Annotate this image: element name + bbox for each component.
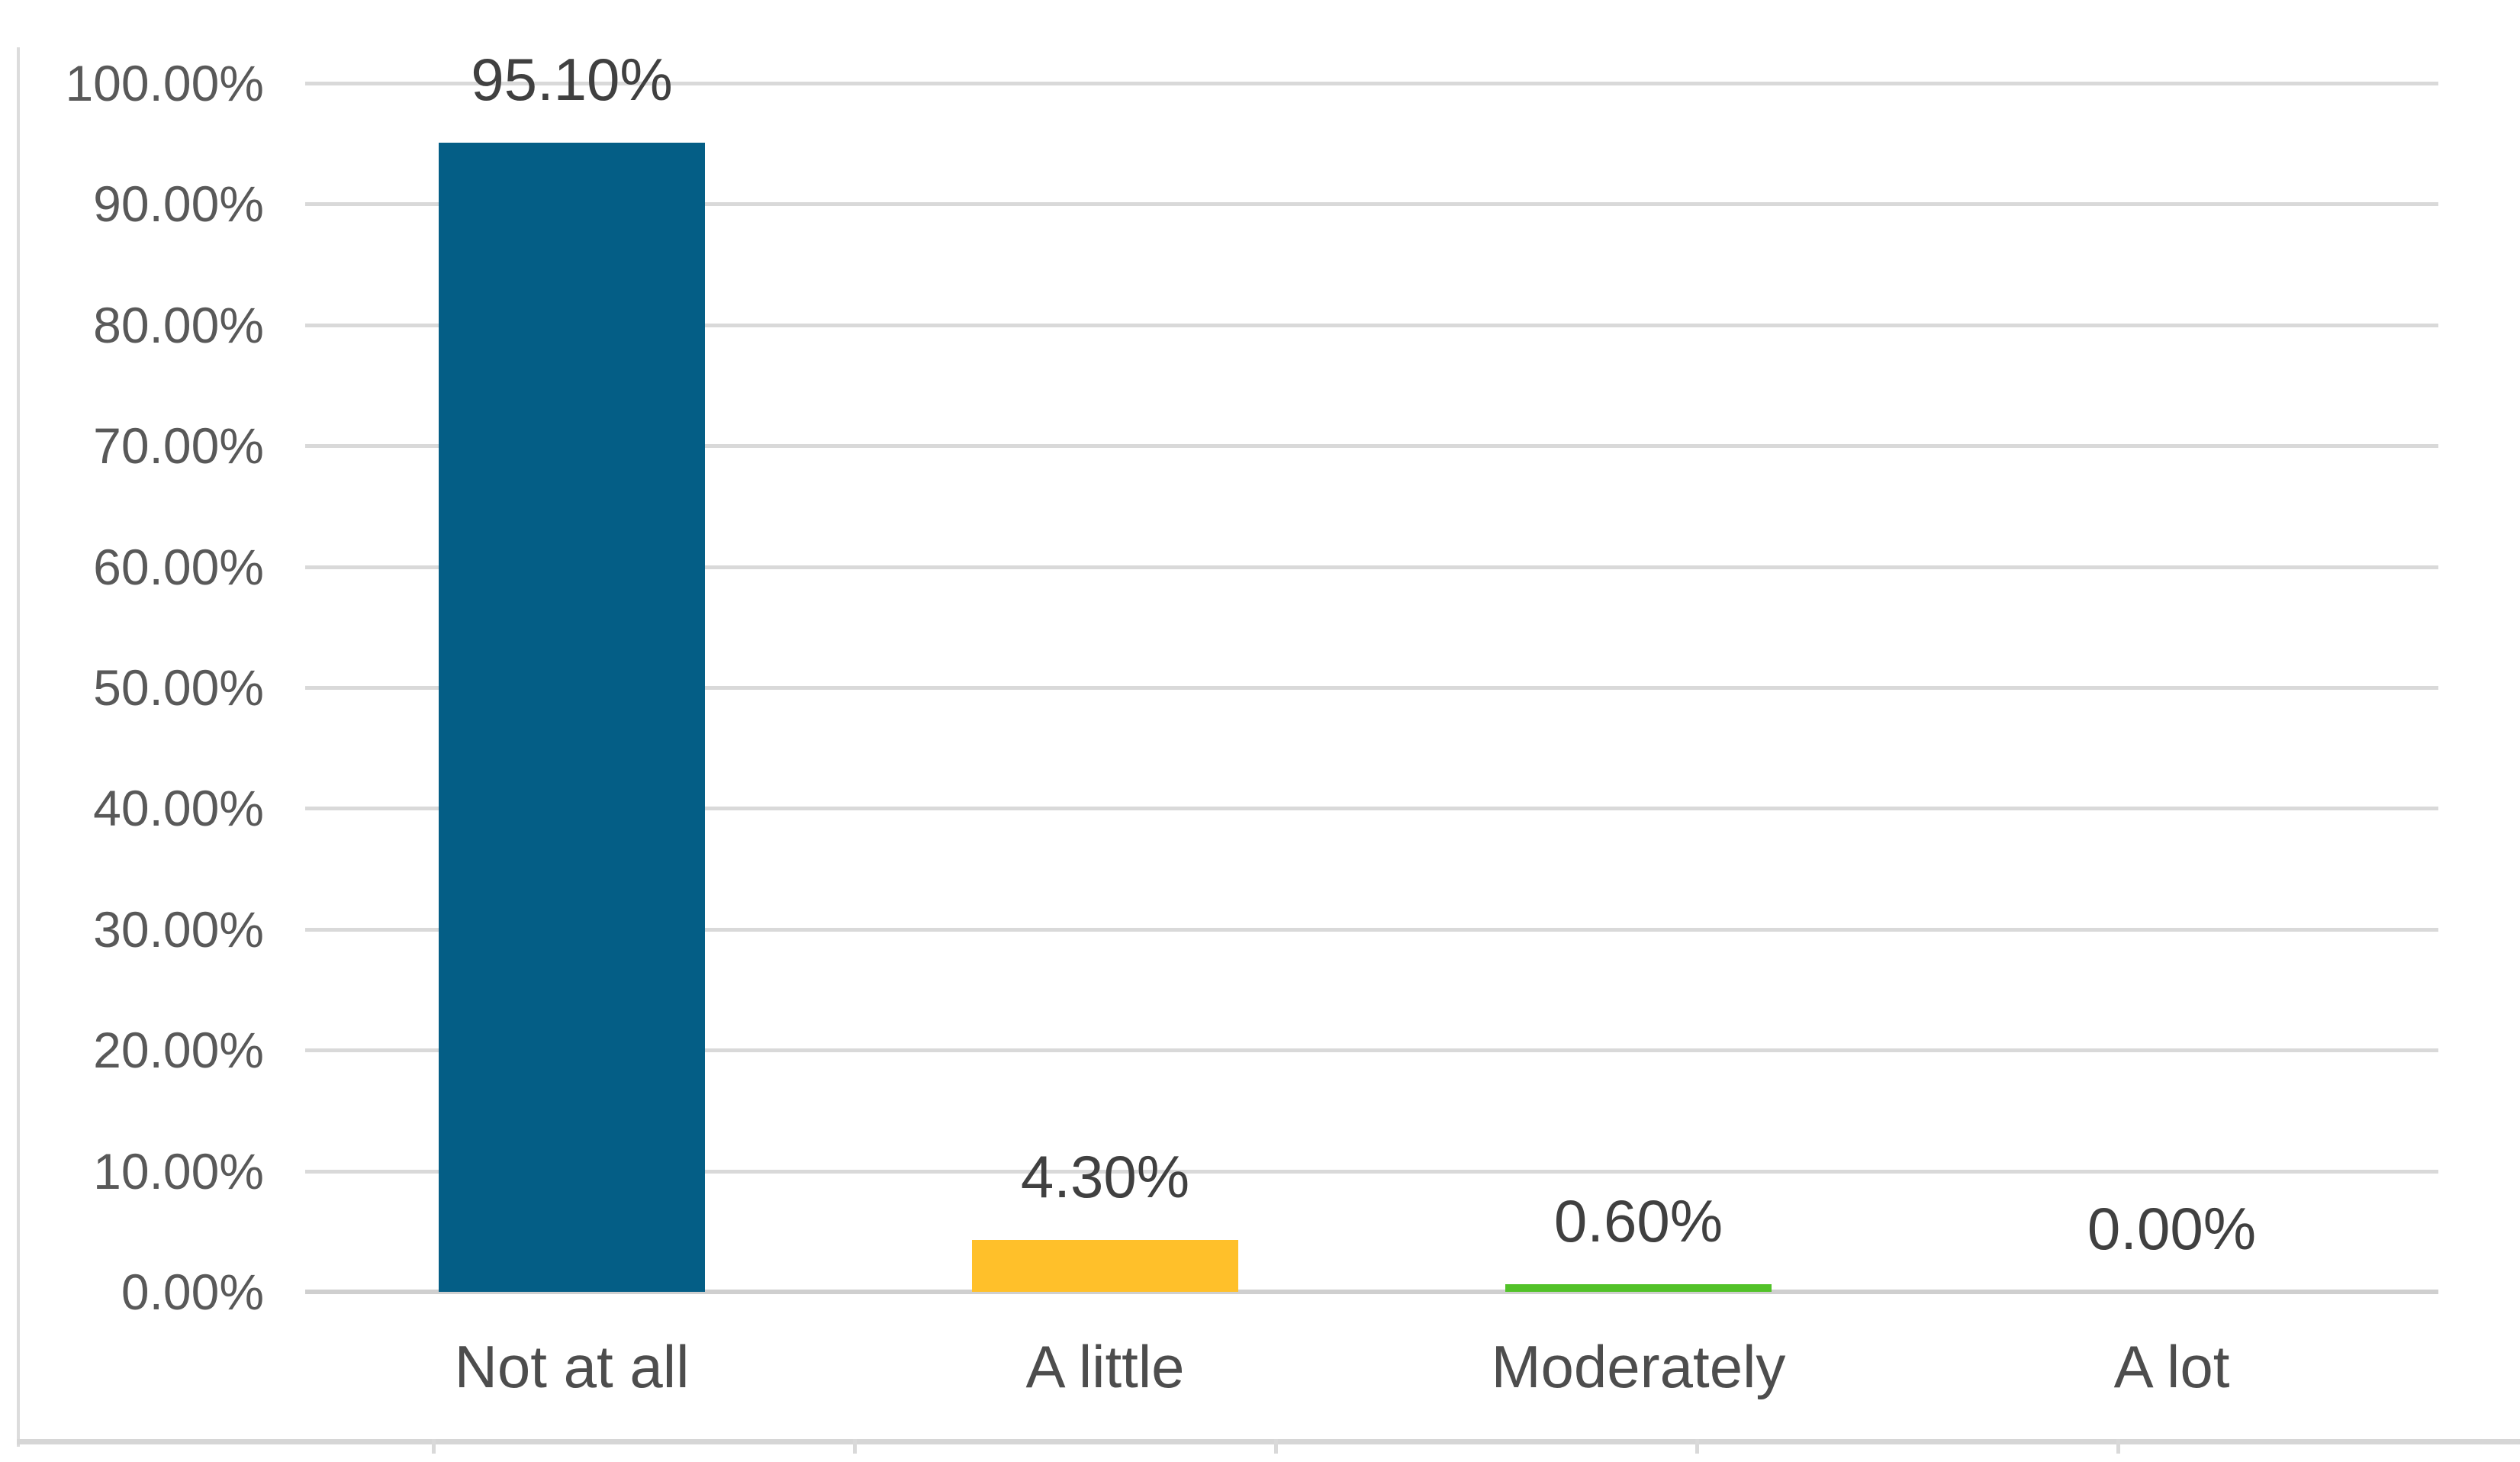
gridline <box>305 686 2438 690</box>
value-label-a-lot: 0.00% <box>2087 1195 2257 1262</box>
y-axis-tick-label: 70.00% <box>93 417 264 475</box>
bar-a-little <box>972 1239 1238 1292</box>
frame-tick-mark <box>853 1439 857 1454</box>
y-axis-tick-label: 10.00% <box>93 1142 264 1200</box>
gridline <box>305 565 2438 569</box>
value-label-not-at-all: 95.10% <box>471 45 673 113</box>
value-label-moderately: 0.60% <box>1553 1187 1723 1255</box>
frame-tick-mark <box>2116 1439 2120 1454</box>
y-axis-tick-label: 90.00% <box>93 176 264 233</box>
x-axis-line <box>305 1290 2438 1294</box>
gridline <box>305 202 2438 207</box>
x-axis-label-a-lot: A lot <box>2113 1333 2230 1400</box>
x-axis-label-not-at-all: Not at all <box>454 1333 690 1400</box>
y-axis-tick-label: 40.00% <box>93 780 264 837</box>
gridline <box>305 1169 2438 1174</box>
frame-tick-mark <box>1274 1439 1278 1454</box>
gridline <box>305 323 2438 327</box>
y-axis-tick-label: 100.00% <box>65 55 264 111</box>
bar-not-at-all <box>439 142 705 1292</box>
frame-left-line <box>17 47 20 1447</box>
frame-bottom-line <box>17 1439 2520 1444</box>
gridline <box>305 444 2438 449</box>
y-axis-tick-label: 50.00% <box>93 659 264 716</box>
x-axis-label-moderately: Moderately <box>1491 1333 1786 1400</box>
y-axis-tick-label: 20.00% <box>93 1022 264 1079</box>
y-axis-tick-label: 60.00% <box>93 538 264 595</box>
frame-tick-mark <box>432 1439 436 1454</box>
gridline <box>305 82 2438 85</box>
frame-tick-mark <box>1695 1439 1699 1454</box>
gridline <box>305 927 2438 932</box>
y-axis-tick-label: 0.00% <box>121 1264 264 1320</box>
y-axis-tick-label: 30.00% <box>93 900 264 958</box>
bar-moderately <box>1505 1284 1772 1292</box>
x-axis-label-a-little: A little <box>1025 1333 1185 1400</box>
gridline <box>305 807 2438 811</box>
gridline <box>305 1048 2438 1053</box>
value-label-a-little: 4.30% <box>1020 1142 1190 1210</box>
y-axis-tick-label: 80.00% <box>93 296 264 353</box>
